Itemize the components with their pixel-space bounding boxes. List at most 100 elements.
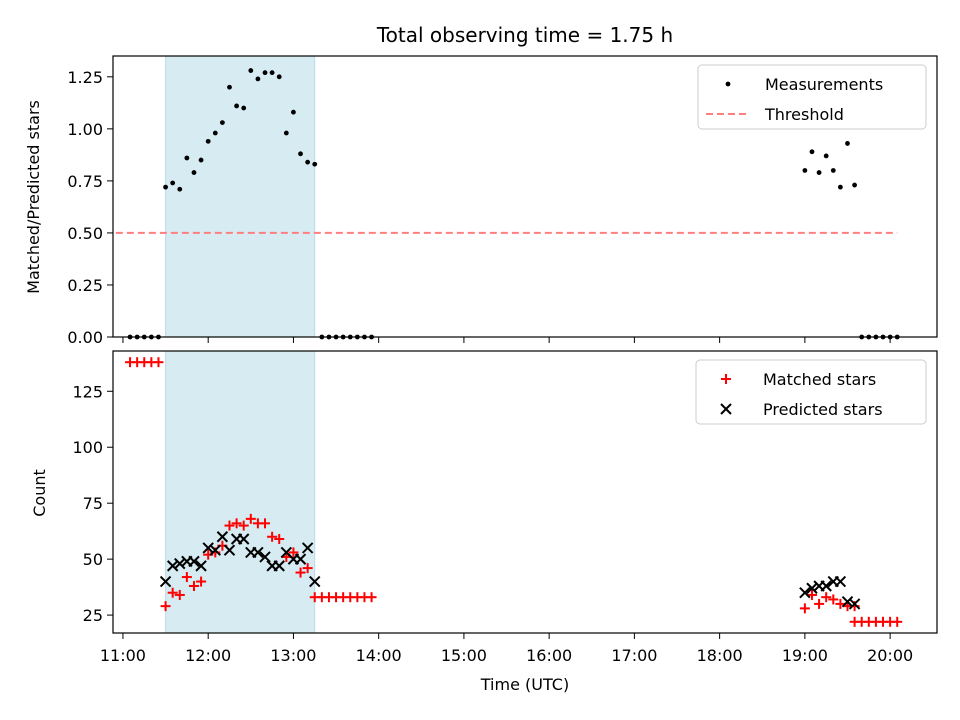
measurement-point bbox=[816, 170, 822, 175]
predicted-star-point bbox=[195, 560, 207, 572]
legend-box bbox=[695, 359, 927, 425]
axes-frame bbox=[112, 55, 938, 338]
measurement-point bbox=[163, 184, 168, 190]
measurement-point bbox=[802, 168, 808, 173]
y-tick-label: 0.00 bbox=[67, 328, 103, 347]
predicted-star-mark-b bbox=[799, 587, 811, 599]
predicted-star-mark-b bbox=[166, 560, 179, 572]
chart-title: Total observing time = 1.75 h bbox=[376, 23, 673, 47]
observing-window-shade bbox=[165, 350, 316, 634]
predicted-star-point bbox=[216, 531, 229, 543]
predicted-star-mark-b bbox=[834, 575, 847, 588]
predicted-star-point bbox=[209, 544, 221, 556]
matched-star-point bbox=[245, 513, 256, 524]
matched-star-point bbox=[274, 534, 285, 544]
matched-star-point bbox=[267, 531, 278, 542]
measurement-point bbox=[830, 168, 836, 173]
measurement-point bbox=[269, 70, 275, 76]
x-tick-label: 17:00 bbox=[611, 646, 657, 665]
predicted-star-point bbox=[273, 560, 285, 572]
measurement-point bbox=[845, 141, 850, 146]
predicted-star-point bbox=[166, 560, 179, 572]
predicted-star-mark-b bbox=[252, 546, 264, 559]
predicted-star-mark-b bbox=[259, 551, 271, 563]
legend-box bbox=[697, 64, 927, 130]
x-tick-label: 12:00 bbox=[185, 646, 231, 665]
x-tick-label: 11:00 bbox=[100, 646, 146, 665]
predicted-star-point bbox=[202, 542, 214, 554]
legend: Measurements Threshold bbox=[697, 64, 927, 130]
y-tick-label: 0.25 bbox=[67, 276, 103, 295]
legend-label: Threshold bbox=[764, 105, 844, 124]
matched-star-point bbox=[224, 520, 235, 531]
predicted-star-point bbox=[799, 587, 811, 599]
y-tick-label: 100 bbox=[72, 438, 103, 457]
observing-window-shade bbox=[165, 55, 316, 338]
predicted-star-point bbox=[294, 553, 307, 565]
y-tick-label: 0.50 bbox=[67, 224, 103, 243]
predicted-star-mark-b bbox=[294, 553, 307, 565]
predicted-star-mark-b bbox=[848, 598, 861, 610]
legend-label: Measurements bbox=[765, 75, 883, 94]
matched-star-point bbox=[167, 587, 178, 598]
predicted-star-point bbox=[237, 533, 250, 545]
measurement-point bbox=[291, 109, 296, 115]
y-tick-label: 50 bbox=[83, 550, 103, 569]
measurement-point bbox=[234, 103, 240, 109]
predicted-star-point bbox=[820, 580, 832, 592]
matched-star-point bbox=[366, 592, 377, 603]
measurement-point bbox=[248, 68, 254, 73]
predicted-star-mark-b bbox=[195, 560, 207, 572]
measurement-point bbox=[312, 161, 318, 167]
predicted-star-point bbox=[259, 551, 271, 563]
matched-star-point bbox=[160, 601, 171, 612]
matched-star-point bbox=[302, 563, 313, 574]
measurement-point bbox=[823, 153, 829, 159]
measurement-point bbox=[227, 84, 232, 90]
matched-star-point bbox=[799, 603, 810, 614]
measurement-point bbox=[305, 159, 311, 165]
measurement-point bbox=[852, 182, 857, 188]
legend: Matched stars Predicted stars bbox=[695, 359, 927, 425]
predicted-star-mark-b bbox=[806, 582, 818, 594]
legend-label: Matched stars bbox=[763, 370, 876, 389]
measurement-point bbox=[837, 184, 843, 190]
predicted-star-point bbox=[223, 544, 236, 556]
x-tick-label: 19:00 bbox=[782, 646, 828, 665]
predicted-star-point bbox=[834, 575, 847, 588]
predicted-star-point bbox=[159, 575, 172, 588]
y-tick-label: 25 bbox=[83, 606, 103, 625]
matched-star-point bbox=[188, 581, 199, 591]
matched-star-point bbox=[828, 594, 839, 605]
matched-star-point bbox=[196, 576, 207, 587]
legend-measurement-swatch bbox=[725, 81, 731, 87]
y-tick-label: 1.00 bbox=[67, 120, 103, 139]
measurement-point bbox=[198, 157, 204, 163]
y-tick-label: 75 bbox=[83, 494, 103, 513]
predicted-star-point bbox=[188, 555, 200, 568]
x-tick-label: 14:00 bbox=[356, 646, 402, 665]
measurement-point bbox=[283, 130, 289, 136]
matched-star-point bbox=[153, 357, 164, 368]
matched-star-point bbox=[174, 589, 185, 600]
measurement-point bbox=[241, 105, 247, 111]
measurement-point bbox=[212, 130, 218, 136]
x-tick-label: 13:00 bbox=[270, 646, 316, 665]
y-tick-label: 125 bbox=[72, 382, 103, 401]
predicted-star-mark-b bbox=[209, 544, 221, 556]
predicted-star-mark-b bbox=[202, 542, 214, 554]
matched-star-point bbox=[238, 520, 249, 531]
predicted-star-point bbox=[841, 595, 854, 608]
predicted-star-mark-b bbox=[301, 542, 314, 554]
predicted-star-mark-b bbox=[223, 544, 236, 556]
matched-star-point bbox=[260, 518, 271, 529]
y-axis-label-count: Count bbox=[30, 469, 49, 517]
top-panel-ratio: 0.00 0.25 0.50 0.75 1.00 1.25 Measurements Thre… bbox=[67, 55, 938, 347]
measurement-point bbox=[170, 180, 176, 186]
predicted-star-mark-b bbox=[188, 555, 200, 568]
predicted-star-point bbox=[174, 557, 186, 570]
legend-predicted-swatch-b bbox=[720, 403, 732, 415]
measurement-point bbox=[191, 170, 197, 175]
matched-star-point bbox=[181, 572, 192, 583]
